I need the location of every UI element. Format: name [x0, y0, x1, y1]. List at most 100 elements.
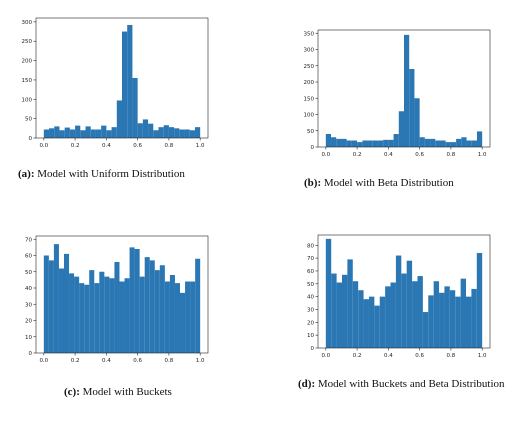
caption-b-label: (b):: [304, 177, 322, 189]
caption-b-text: Model with Beta Distribution: [323, 177, 454, 189]
histogram-bar: [456, 138, 462, 147]
x-tick-label: 0.8: [165, 358, 174, 364]
histogram-bar: [63, 253, 70, 353]
histogram-bar: [412, 281, 418, 348]
histogram-bar: [419, 137, 425, 147]
histogram-bar: [401, 273, 407, 348]
y-tick-label: 30: [307, 307, 314, 313]
histogram-bar: [422, 312, 429, 348]
y-tick-label: 70: [25, 237, 32, 243]
histogram-bar: [94, 283, 100, 353]
axes-frame: [317, 234, 491, 349]
histogram-bar: [89, 270, 95, 353]
histogram-bar: [75, 125, 81, 138]
x-tick-label: 0.0: [39, 358, 48, 364]
histogram-bar: [122, 31, 128, 139]
histogram-bar: [119, 281, 125, 353]
histogram-bar: [80, 130, 86, 138]
histogram-bar: [111, 127, 117, 138]
y-tick-label: 60: [25, 254, 32, 260]
x-tick-label: 0.2: [71, 143, 80, 149]
histogram-bar: [79, 283, 85, 353]
histogram-bar: [149, 260, 155, 353]
y-tick-label: 70: [307, 256, 314, 262]
histogram-bar: [417, 276, 423, 348]
histogram-bar: [148, 123, 154, 138]
histogram-bar: [168, 127, 175, 138]
caption-b: (b): Model with Beta Distribution: [304, 177, 514, 190]
histogram-bar: [471, 288, 477, 348]
histogram-bar: [435, 140, 441, 147]
histogram-bar: [341, 274, 348, 348]
x-tick-label: 0.6: [133, 143, 142, 149]
histogram-bar: [385, 286, 391, 348]
y-tick-label: 80: [307, 243, 314, 249]
histogram-bar: [179, 129, 185, 138]
y-tick-label: 20: [307, 320, 314, 326]
histogram-bar: [43, 129, 50, 138]
y-tick-label: 50: [307, 282, 314, 288]
x-tick-label: 0.4: [384, 152, 393, 158]
y-tick-label: 300: [304, 48, 315, 54]
y-tick-label: 20: [25, 319, 32, 325]
histogram-bar: [352, 281, 359, 348]
y-tick-label: 30: [25, 302, 32, 308]
histogram-bar: [325, 134, 332, 147]
x-tick-label: 0.6: [133, 358, 142, 364]
x-tick-label: 0.2: [71, 358, 80, 364]
caption-c-label: (c):: [64, 386, 80, 398]
x-tick-label: 0.6: [415, 353, 424, 359]
histogram-bar: [127, 24, 133, 138]
histogram-bar: [132, 78, 138, 138]
histogram-bar: [390, 282, 396, 348]
x-tick-label: 0.0: [321, 353, 330, 359]
y-tick-label: 150: [304, 96, 315, 102]
axes-frame: [317, 29, 491, 148]
histogram-bar: [331, 273, 337, 348]
histogram-bar: [331, 137, 337, 147]
histogram-bar: [84, 284, 90, 353]
y-tick-label: 50: [25, 117, 32, 123]
histogram-bar: [379, 296, 386, 348]
y-tick-label: 100: [304, 113, 315, 119]
histogram-bar: [195, 258, 201, 353]
histogram-bar: [466, 296, 472, 348]
histogram-bar: [406, 260, 413, 348]
y-tick-label: 250: [22, 39, 33, 45]
y-tick-label: 0: [311, 145, 315, 151]
histogram-bar: [104, 276, 110, 353]
caption-a-label: (a):: [18, 168, 35, 180]
histogram-bar: [476, 252, 483, 348]
histogram-bar: [174, 283, 181, 353]
histogram-bar: [414, 98, 420, 147]
histogram-bar: [428, 295, 434, 348]
histogram-bar: [69, 129, 76, 138]
histogram-bar: [404, 34, 410, 147]
histogram-bar: [424, 138, 431, 147]
y-tick-label: 100: [22, 97, 33, 103]
caption-a: (a): Model with Uniform Distribution: [18, 168, 218, 181]
histogram-bar: [53, 244, 59, 353]
caption-a-text: Model with Uniform Distribution: [37, 168, 185, 180]
x-tick-label: 0.2: [353, 152, 362, 158]
histogram-bar: [158, 127, 164, 138]
histogram-bar: [58, 268, 64, 353]
histogram-bar: [169, 275, 175, 353]
histogram-bar: [142, 119, 149, 138]
histogram-bar: [144, 257, 150, 353]
histogram-bar: [367, 140, 373, 147]
histogram-bar: [59, 130, 65, 138]
histogram-bar: [341, 138, 347, 147]
y-tick-label: 200: [22, 59, 33, 65]
y-tick-label: 60: [307, 269, 314, 275]
y-tick-label: 200: [304, 80, 315, 86]
y-tick-label: 0: [29, 136, 33, 142]
histogram-bar: [185, 281, 191, 353]
histogram-bar: [106, 130, 112, 138]
histogram-bar: [190, 281, 196, 353]
caption-c: (c): Model with Buckets: [64, 386, 264, 399]
histogram-bar: [395, 255, 402, 348]
histogram-bar: [139, 276, 145, 353]
